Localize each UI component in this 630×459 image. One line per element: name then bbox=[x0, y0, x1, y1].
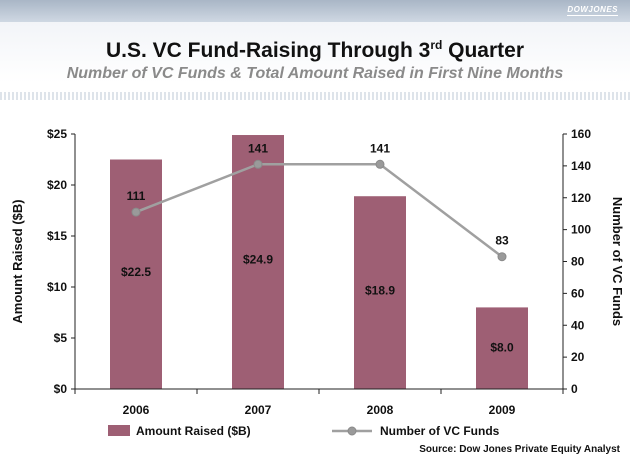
x-tick-label: 2006 bbox=[123, 403, 150, 417]
line-value-label: 111 bbox=[127, 189, 146, 203]
bar bbox=[110, 159, 162, 389]
right-tick-label: 120 bbox=[571, 191, 591, 205]
bar bbox=[232, 135, 284, 389]
chart-title: U.S. VC Fund-Raising Through 3rd Quarter bbox=[0, 38, 630, 63]
right-axis: 0 20 40 60 80 100 120 140 160 Number of VC Funds bbox=[562, 127, 625, 396]
right-tick-label: 100 bbox=[571, 223, 591, 237]
bar-value-label: $22.5 bbox=[121, 265, 151, 279]
line-value-label: 83 bbox=[495, 234, 509, 248]
left-tick-label: $5 bbox=[54, 331, 68, 345]
right-axis-title: Number of VC Funds bbox=[610, 197, 625, 326]
bar bbox=[476, 307, 528, 389]
decorative-stripes bbox=[0, 92, 630, 100]
x-tick-label: 2009 bbox=[489, 403, 516, 417]
title-superscript: rd bbox=[430, 38, 443, 52]
left-tick-label: $25 bbox=[47, 127, 67, 141]
left-axis-title: Amount Raised ($B) bbox=[10, 199, 25, 323]
left-axis: $0 $5 $10 $15 $20 $25 Amount Raised ($B) bbox=[10, 127, 76, 396]
chart-subtitle: Number of VC Funds & Total Amount Raised… bbox=[66, 65, 564, 82]
line-path bbox=[135, 163, 503, 258]
right-tick-label: 140 bbox=[571, 159, 591, 173]
bar bbox=[354, 196, 406, 389]
bar-value-label: $8.0 bbox=[490, 340, 514, 354]
top-banner: DOWJONES bbox=[0, 0, 630, 22]
bar-value-label: $18.9 bbox=[365, 284, 395, 298]
line-value-label: 141 bbox=[248, 141, 268, 155]
line-point bbox=[497, 252, 507, 262]
left-tick-label: $0 bbox=[54, 382, 68, 396]
left-tick-label: $20 bbox=[47, 178, 67, 192]
legend-line-marker bbox=[347, 426, 357, 436]
line-point bbox=[253, 159, 263, 169]
legend-bar-label: Amount Raised ($B) bbox=[136, 424, 251, 438]
line-point bbox=[131, 207, 141, 217]
legend-bar-swatch bbox=[108, 425, 130, 436]
legend: Amount Raised ($B) Number of VC Funds bbox=[108, 424, 500, 438]
x-tick-label: 2008 bbox=[367, 403, 394, 417]
bar-series: $22.5 $24.9 $18.9 $8.0 bbox=[110, 135, 528, 389]
line-value-label: 141 bbox=[370, 141, 390, 155]
title-end: Quarter bbox=[442, 39, 525, 62]
legend-line-label: Number of VC Funds bbox=[380, 424, 500, 438]
right-tick-label: 40 bbox=[571, 318, 585, 332]
title-main: U.S. VC Fund-Raising Through 3 bbox=[105, 39, 431, 62]
line-series: 111 141 141 83 bbox=[127, 141, 509, 262]
x-axis: 2006 2007 2008 2009 bbox=[74, 388, 564, 417]
right-tick-label: 20 bbox=[571, 350, 585, 364]
left-tick-label: $10 bbox=[47, 280, 67, 294]
right-tick-label: 160 bbox=[571, 127, 591, 141]
right-tick-label: 0 bbox=[571, 382, 578, 396]
right-tick-label: 60 bbox=[571, 286, 585, 300]
source-note: Source: Dow Jones Private Equity Analyst bbox=[419, 444, 620, 455]
line-point bbox=[375, 159, 385, 169]
bar-value-label: $24.9 bbox=[243, 252, 273, 266]
x-tick-label: 2007 bbox=[245, 403, 272, 417]
dowjones-logo: DOWJONES bbox=[567, 5, 618, 16]
left-tick-label: $15 bbox=[47, 229, 67, 243]
right-tick-label: 80 bbox=[571, 255, 585, 269]
